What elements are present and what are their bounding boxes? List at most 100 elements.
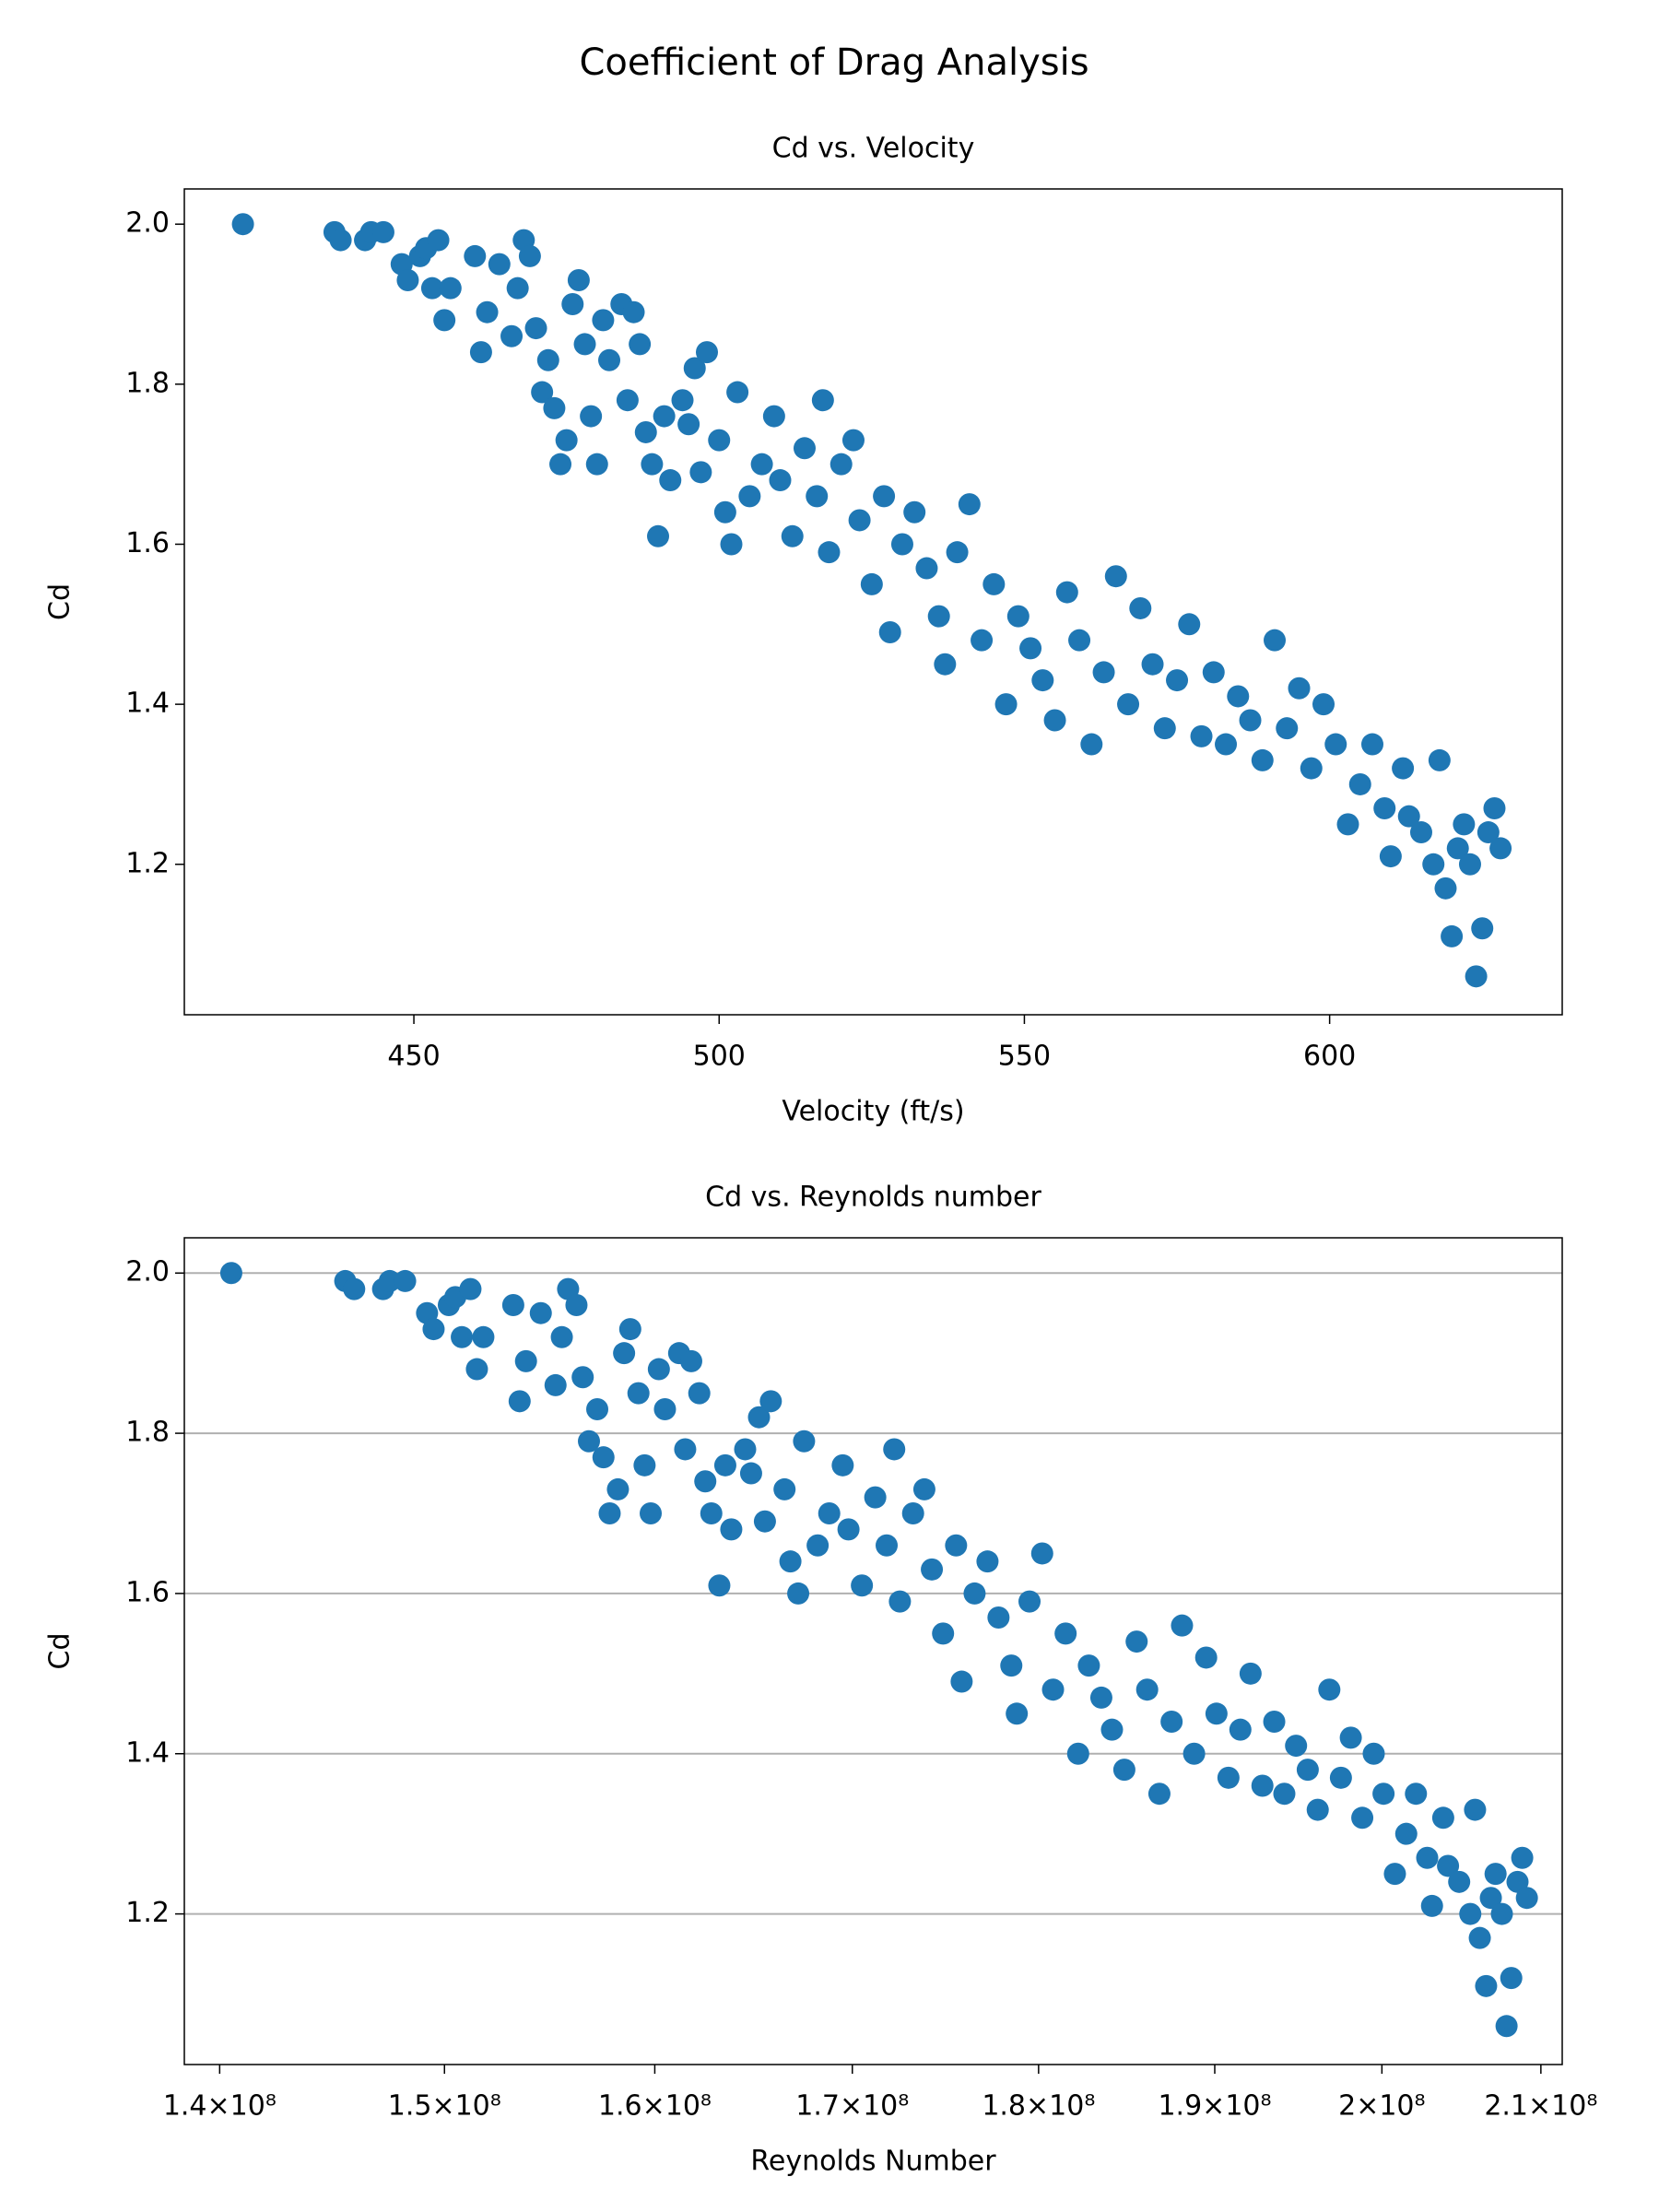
point <box>518 244 541 267</box>
x-tick-label: 1.6×10⁸ <box>598 2090 712 2123</box>
point <box>555 429 578 452</box>
point <box>1312 693 1335 716</box>
point <box>1006 1702 1029 1725</box>
x-axis-label: Velocity (ft/s) <box>782 1096 964 1128</box>
point <box>1273 1783 1296 1806</box>
point <box>544 1373 567 1396</box>
point <box>1077 1654 1100 1677</box>
point <box>1229 1718 1252 1741</box>
point <box>1276 717 1299 740</box>
point <box>459 1277 482 1300</box>
x-tick-label: 500 <box>693 1041 746 1073</box>
point <box>1239 1662 1262 1685</box>
point <box>343 1277 366 1300</box>
point <box>598 1502 621 1524</box>
point <box>1379 845 1402 868</box>
point <box>1489 837 1512 860</box>
point <box>864 1486 887 1509</box>
point <box>851 1574 874 1597</box>
point <box>848 509 871 532</box>
point <box>1475 1974 1498 1997</box>
point <box>1147 1783 1171 1806</box>
point <box>1422 853 1445 876</box>
point <box>465 1358 488 1381</box>
point <box>915 557 938 580</box>
point <box>1171 1614 1194 1637</box>
y-axis-label: Cd <box>44 1633 76 1670</box>
point <box>1202 661 1225 684</box>
point <box>946 541 969 564</box>
point <box>976 1550 999 1573</box>
point <box>708 429 731 452</box>
point <box>1043 709 1066 732</box>
point <box>1135 1678 1159 1701</box>
point <box>1251 1774 1274 1797</box>
point <box>720 533 743 556</box>
point <box>329 229 352 252</box>
axes-frame <box>183 188 1563 1016</box>
point <box>571 1366 594 1389</box>
point <box>818 541 841 564</box>
point <box>773 1477 796 1500</box>
point <box>1416 1846 1439 1869</box>
point <box>592 1446 615 1469</box>
y-tick-label: 1.4 <box>125 688 170 720</box>
point <box>627 1382 650 1405</box>
point <box>469 341 492 364</box>
point <box>1428 748 1451 771</box>
point <box>1068 629 1091 652</box>
point <box>753 1510 776 1533</box>
point <box>1434 877 1457 900</box>
point <box>420 276 443 300</box>
point <box>971 629 994 652</box>
point <box>1006 605 1030 628</box>
point <box>1506 1870 1529 1893</box>
point <box>561 293 584 316</box>
point <box>750 453 773 476</box>
point <box>1160 1710 1183 1733</box>
point <box>1392 757 1415 780</box>
point <box>883 1438 906 1461</box>
figure-title: Coefficient of Drag Analysis <box>579 41 1088 84</box>
point <box>1178 613 1201 636</box>
point <box>945 1534 968 1557</box>
point <box>653 1398 677 1421</box>
point <box>1477 821 1500 844</box>
point <box>811 389 834 412</box>
point <box>689 461 712 484</box>
point <box>762 405 785 428</box>
point <box>524 317 547 340</box>
point <box>1471 917 1494 940</box>
point <box>1306 1798 1329 1821</box>
point <box>618 1318 641 1341</box>
point <box>378 1269 401 1292</box>
point <box>1360 733 1383 756</box>
point <box>779 1550 802 1573</box>
point <box>472 1325 495 1348</box>
x-tick-label: 1.8×10⁸ <box>982 2090 1095 2123</box>
point <box>1153 717 1176 740</box>
point <box>793 1430 816 1453</box>
point <box>1080 733 1103 756</box>
point <box>873 485 896 508</box>
point <box>671 389 694 412</box>
point <box>720 1518 743 1541</box>
point <box>476 300 499 324</box>
point <box>982 572 1006 595</box>
point <box>738 485 761 508</box>
point <box>647 524 670 547</box>
point <box>878 620 901 643</box>
point <box>1431 1806 1454 1830</box>
point <box>1329 1766 1352 1789</box>
point <box>1018 1590 1041 1613</box>
point <box>1336 813 1359 836</box>
point <box>1490 1902 1513 1925</box>
point <box>1054 1622 1077 1645</box>
point <box>958 493 981 516</box>
y-tick-label: 1.8 <box>125 367 170 399</box>
point <box>1458 853 1481 876</box>
point <box>1264 629 1287 652</box>
point <box>1041 1678 1065 1701</box>
point <box>932 1622 955 1645</box>
